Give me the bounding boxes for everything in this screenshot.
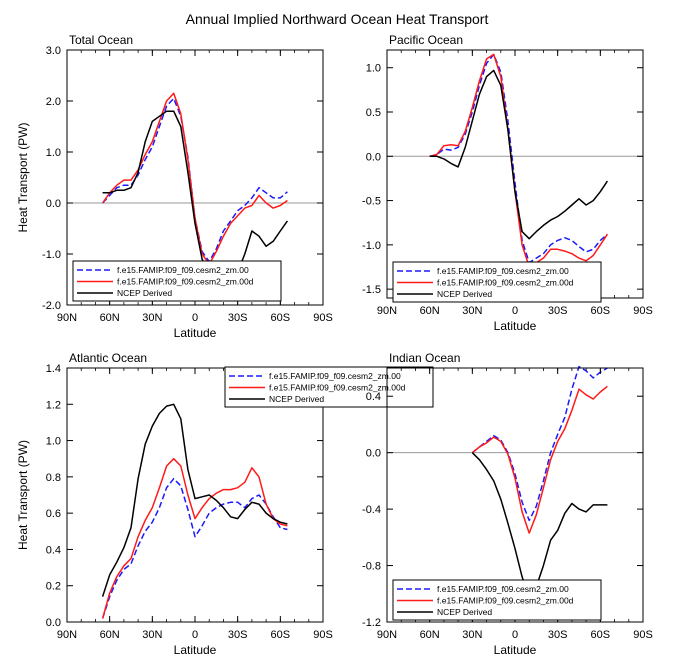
- legend-label: NCEP Derived: [269, 394, 324, 404]
- y-tick-label: -0.4: [362, 504, 381, 516]
- series-line-0: [429, 53, 608, 264]
- legend: f.e15.FAMIP.f09_f09.cesm2_zm.00 f.e15.FAM…: [224, 366, 434, 408]
- y-tick-label: 1.0: [366, 63, 381, 75]
- x-tick-label: 30N: [142, 312, 162, 324]
- legend-label: NCEP Derived: [117, 288, 172, 298]
- y-tick-label: 0.0: [366, 151, 381, 163]
- y-tick-label: 1.0: [46, 436, 61, 448]
- x-tick-label: 30S: [548, 305, 568, 317]
- y-tick-label: 1.0: [46, 147, 61, 159]
- y-tick-label: 0.5: [366, 107, 381, 119]
- series-line-2: [101, 403, 288, 597]
- x-tick-label: 30S: [228, 629, 248, 641]
- x-axis-label: Latitude: [174, 643, 217, 657]
- x-tick-label: 0: [512, 305, 518, 317]
- x-tick-label: 60S: [271, 312, 291, 324]
- y-tick-label: 1.4: [46, 363, 61, 375]
- plot-frame: [386, 49, 644, 299]
- legend-box: [224, 366, 434, 408]
- x-tick-label: 90S: [313, 629, 333, 641]
- y-axis-label: Heat Transport (PW): [16, 440, 30, 550]
- x-tick-label: 30S: [548, 629, 568, 641]
- x-tick-label: 90N: [57, 312, 77, 324]
- series-line-0: [101, 477, 288, 619]
- y-tick-label: -0.8: [362, 561, 381, 573]
- legend-label: f.e15.FAMIP.f09_f09.cesm2_zm.00d: [269, 383, 406, 393]
- y-tick-label: -0.5: [362, 196, 381, 208]
- x-tick-label: 60N: [420, 629, 440, 641]
- x-tick-label: 60N: [100, 312, 120, 324]
- y-tick-label: 0.0: [46, 617, 61, 629]
- legend-label: NCEP Derived: [437, 289, 492, 299]
- panel-3: 90N 60N 30N 0 30S 60S 90S -1.2 -0.8 -0.4 0.0 0.4 Ind…: [362, 351, 653, 657]
- y-tick-label: 0.2: [46, 581, 61, 593]
- x-tick-label: 90N: [57, 629, 77, 641]
- legend-label: NCEP Derived: [437, 607, 492, 617]
- panel-1: 90N 60N 30N 0 30S 60S 90S -1.5 -1.0 -0.5 0.0 0.5 1.0…: [362, 33, 653, 333]
- x-axis-label: Latitude: [174, 326, 217, 340]
- series-line-2: [471, 452, 608, 599]
- legend-label: f.e15.FAMIP.f09_f09.cesm2_zm.00d: [117, 277, 254, 287]
- x-tick-label: 60S: [591, 629, 611, 641]
- y-tick-label: 0.4: [366, 391, 381, 403]
- y-tick-label: -1.2: [362, 617, 381, 629]
- y-tick-label: 0.8: [46, 472, 61, 484]
- x-tick-label: 90N: [377, 629, 397, 641]
- figure-title: Annual Implied Northward Ocean Heat Tran…: [186, 11, 489, 27]
- x-tick-label: 0: [512, 629, 518, 641]
- panel-title: Total Ocean: [69, 33, 133, 47]
- x-tick-label: 90S: [313, 312, 333, 324]
- legend: f.e15.FAMIP.f09_f09.cesm2_zm.00 f.e15.FAM…: [72, 260, 282, 302]
- y-tick-label: 0.0: [366, 448, 381, 460]
- series-line-1: [101, 457, 288, 619]
- y-tick-label: 0.0: [46, 198, 61, 210]
- series-line-2: [429, 69, 609, 240]
- x-tick-label: 30N: [462, 305, 482, 317]
- y-tick-label: -1.5: [362, 284, 381, 296]
- x-tick-label: 90S: [633, 629, 653, 641]
- legend: f.e15.FAMIP.f09_f09.cesm2_zm.00 f.e15.FAM…: [392, 261, 602, 303]
- y-tick-label: 0.6: [46, 508, 61, 520]
- panel-title: Indian Ocean: [389, 351, 460, 365]
- x-tick-label: 0: [192, 312, 198, 324]
- x-tick-label: 0: [192, 629, 198, 641]
- series-line-1: [471, 385, 608, 534]
- y-tick-label: -1.0: [42, 249, 61, 261]
- y-tick-label: -2.0: [42, 300, 61, 312]
- legend-label: f.e15.FAMIP.f09_f09.cesm2_zm.00: [117, 265, 249, 275]
- series-line-1: [101, 92, 288, 265]
- plots-container: 90N 60N 30N 0 30S 60S 90S -2.0 -1.0 0.0 1.0 2.0 3.0 T…: [16, 33, 653, 657]
- legend-label: f.e15.FAMIP.f09_f09.cesm2_zm.00: [269, 371, 401, 381]
- series-line-1: [429, 53, 609, 268]
- x-tick-label: 30S: [228, 312, 248, 324]
- panel-2: 90N 60N 30N 0 30S 60S 90S 0.0 0.2 0.4 0.6 0.8 1.0 1.2…: [16, 351, 434, 657]
- y-tick-label: 2.0: [46, 96, 61, 108]
- x-tick-label: 60S: [271, 629, 291, 641]
- x-tick-label: 30N: [142, 629, 162, 641]
- x-tick-label: 60N: [420, 305, 440, 317]
- x-tick-label: 90S: [633, 305, 653, 317]
- y-tick-label: 0.4: [46, 544, 61, 556]
- panel-0: 90N 60N 30N 0 30S 60S 90S -2.0 -1.0 0.0 1.0 2.0 3.0 T…: [16, 33, 333, 340]
- y-tick-label: -1.0: [362, 240, 381, 252]
- x-tick-label: 60S: [591, 305, 611, 317]
- x-tick-label: 30N: [462, 629, 482, 641]
- y-tick-label: 3.0: [46, 45, 61, 57]
- x-axis-label: Latitude: [494, 643, 537, 657]
- panel-title: Pacific Ocean: [389, 33, 463, 47]
- panel-title: Atlantic Ocean: [69, 351, 147, 365]
- x-tick-label: 90N: [377, 305, 397, 317]
- y-axis-label: Heat Transport (PW): [16, 122, 30, 232]
- series-line-0: [471, 365, 608, 522]
- legend: f.e15.FAMIP.f09_f09.cesm2_zm.00 f.e15.FAM…: [392, 579, 602, 621]
- legend-label: f.e15.FAMIP.f09_f09.cesm2_zm.00d: [437, 596, 574, 606]
- y-tick-label: 1.2: [46, 399, 61, 411]
- legend-label: f.e15.FAMIP.f09_f09.cesm2_zm.00: [437, 584, 569, 594]
- x-axis-label: Latitude: [494, 319, 537, 333]
- x-tick-label: 60N: [100, 629, 120, 641]
- legend-label: f.e15.FAMIP.f09_f09.cesm2_zm.00: [437, 266, 569, 276]
- series-line-2: [102, 110, 289, 286]
- legend-label: f.e15.FAMIP.f09_f09.cesm2_zm.00d: [437, 278, 574, 288]
